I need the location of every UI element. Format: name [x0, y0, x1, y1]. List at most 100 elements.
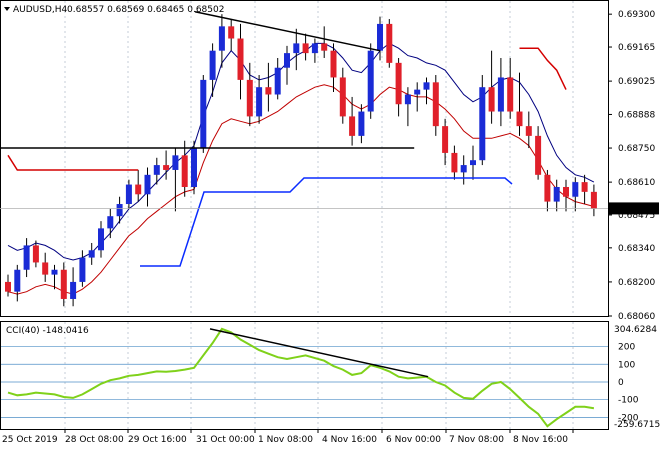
candle-body — [107, 216, 114, 229]
candle-body — [516, 111, 523, 127]
candle-body — [349, 116, 356, 136]
candle-body — [395, 62, 402, 105]
candle-body — [200, 79, 207, 149]
candle-body — [525, 126, 532, 136]
candle-body — [246, 79, 253, 117]
grid — [64, 1, 574, 429]
y-axis: 0.69300 0.69165 0.69025 0.68888 0.68750 0.686… — [0, 10, 660, 430]
cci-levels — [1, 346, 608, 418]
candle-body — [14, 269, 21, 292]
candle-body — [60, 269, 67, 299]
x-tick-label: 28 Oct 08:00 — [65, 435, 124, 445]
stop-red-line — [519, 47, 567, 90]
candle-body — [153, 165, 160, 175]
candle-body — [5, 281, 11, 292]
collapse-arrow-icon[interactable] — [4, 7, 10, 11]
x-tick-label: 6 Nov 00:00 — [386, 435, 441, 445]
y-tick-label: 0.68888 — [618, 110, 655, 120]
candle-body — [163, 165, 170, 170]
current-price-box — [609, 202, 659, 215]
candle-body — [172, 155, 179, 170]
y-tick-label: 0.69165 — [618, 43, 655, 53]
x-tick-label: 8 Nov 16:00 — [513, 435, 568, 445]
candle-body — [414, 89, 421, 95]
candle-body — [42, 262, 49, 275]
candle-body — [553, 186, 560, 202]
candle-body — [470, 160, 476, 166]
candle-body — [535, 135, 542, 175]
candle-body — [330, 50, 337, 78]
x-axis: 25 Oct 2019 28 Oct 08:00 29 Oct 16:00 31 Oc… — [2, 429, 574, 445]
candle-body — [23, 245, 30, 270]
candles — [5, 14, 597, 307]
y-tick-label: 0.68200 — [618, 278, 655, 288]
candle-body — [367, 50, 374, 112]
candle-body — [144, 174, 151, 195]
candle-body — [311, 43, 318, 54]
indicator-panel-frame — [0, 321, 609, 430]
candle-body — [479, 87, 486, 161]
candle-body — [51, 269, 58, 275]
cci-series — [7, 327, 595, 428]
candle-body — [460, 165, 467, 173]
x-tick-label: 25 Oct 2019 — [2, 435, 58, 445]
x-tick-label: 7 Nov 08:00 — [449, 435, 504, 445]
candle-body — [135, 184, 142, 195]
lower-band-line — [7, 84, 595, 295]
bands — [7, 42, 595, 295]
candle-body — [125, 184, 132, 205]
x-tick-label: 1 Nov 08:00 — [258, 435, 313, 445]
symbol-timeframe: AUDUSD,H4 — [13, 5, 68, 15]
candle-body — [563, 186, 569, 197]
x-tick-label: 4 Nov 16:00 — [322, 435, 377, 445]
candle-body — [321, 43, 328, 51]
ohlc-readout: 0.68557 0.68569 0.68465 0.68502 — [67, 5, 224, 15]
y-tick-label: 0.69025 — [618, 77, 655, 87]
candle-body — [256, 87, 263, 117]
candle-body — [98, 228, 104, 251]
candle-body — [70, 281, 77, 299]
candle-body — [497, 77, 504, 112]
candle-body — [432, 82, 439, 127]
x-tick-label: 29 Oct 16:00 — [128, 435, 187, 445]
upper-band-line — [7, 42, 595, 261]
y-tick-label: 0.68750 — [618, 144, 655, 154]
candle-body — [228, 26, 235, 39]
candle-body — [116, 204, 123, 217]
candle-body — [442, 126, 449, 153]
stop-blue-line — [140, 177, 513, 267]
y-tick-label: 0.68340 — [618, 244, 655, 254]
stop-red-line — [7, 154, 139, 171]
cci-bottom-label: -259.6715 — [614, 420, 660, 430]
cci-trendline — [209, 328, 429, 378]
y-tick-label: 0.68060 — [618, 312, 655, 322]
candle-body — [339, 77, 346, 117]
candle-body — [590, 191, 597, 209]
candle-body — [237, 38, 244, 80]
main-panel-frame — [0, 0, 609, 317]
candle-body — [274, 67, 281, 95]
candle-body — [191, 148, 197, 187]
candle-body — [218, 26, 225, 51]
candle-body — [544, 174, 551, 202]
candle-body — [507, 77, 514, 112]
cci-line — [7, 327, 595, 428]
cci-top-label: 304.6284 — [614, 325, 657, 335]
candle-body — [265, 87, 272, 95]
candle-body — [88, 250, 95, 258]
cci-level-label: 200 — [618, 343, 635, 353]
cci-level-label: -200 — [618, 413, 639, 423]
candle-body — [377, 23, 383, 51]
candle-body — [423, 82, 430, 90]
candle-body — [79, 257, 86, 282]
candle-body — [358, 111, 365, 136]
y-tick-label: 0.68475 — [618, 211, 655, 221]
candle-body — [284, 53, 290, 68]
overlay — [1, 11, 567, 267]
current-price-label: 0.68502 — [615, 205, 652, 215]
candle-body — [572, 182, 579, 197]
cci-label: CCI(40) -148.0416 — [6, 326, 89, 336]
candle-body — [451, 152, 458, 173]
candle-body — [404, 94, 411, 105]
